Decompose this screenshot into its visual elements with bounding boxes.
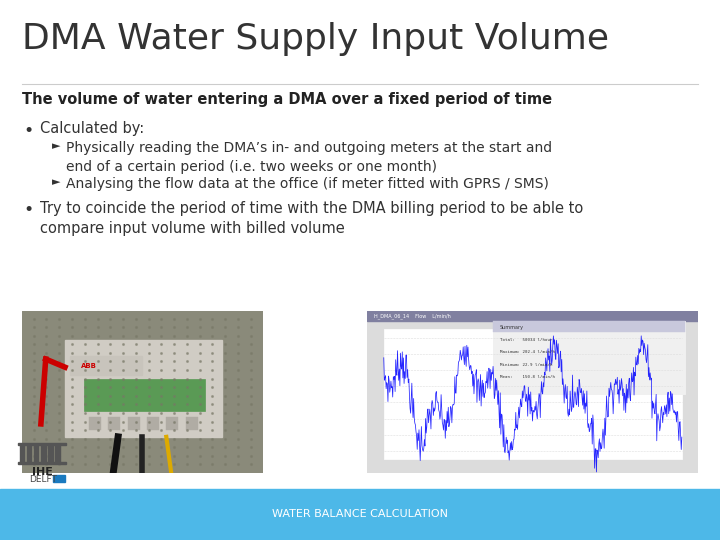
- Bar: [18, 443, 66, 445]
- Text: •: •: [24, 201, 34, 219]
- Bar: [34, 443, 38, 462]
- Text: IHE Institute for Water Education: IHE Institute for Water Education: [22, 489, 103, 494]
- Bar: [109, 417, 120, 430]
- Bar: [27, 443, 31, 462]
- Text: The volume of water entering a DMA over a fixed period of time: The volume of water entering a DMA over …: [22, 92, 552, 107]
- Text: Calculated by:: Calculated by:: [40, 122, 144, 137]
- Bar: [493, 321, 685, 332]
- Bar: [166, 417, 179, 430]
- Text: Try to coincide the period of time with the DMA billing period to be able to
com: Try to coincide the period of time with …: [40, 201, 583, 235]
- Text: DELFT: DELFT: [29, 475, 57, 484]
- Text: ABB: ABB: [81, 362, 97, 369]
- Text: Total:   50034 l/hour: Total: 50034 l/hour: [500, 338, 552, 342]
- Bar: [89, 417, 102, 430]
- Bar: [18, 462, 66, 464]
- Bar: [55, 443, 60, 462]
- Bar: [84, 379, 205, 411]
- Text: WATER BALANCE CALCULATION: WATER BALANCE CALCULATION: [272, 509, 448, 519]
- Text: IHE: IHE: [32, 467, 53, 477]
- Text: ►: ►: [52, 177, 60, 187]
- Bar: [147, 417, 159, 430]
- Text: Physically reading the DMA’s in- and outgoing meters at the start and
end of a c: Physically reading the DMA’s in- and out…: [66, 141, 552, 174]
- Text: Analysing the flow data at the office (if meter fitted with GPRS / SMS): Analysing the flow data at the office (i…: [66, 177, 549, 191]
- Bar: [53, 475, 65, 482]
- Bar: [186, 417, 198, 430]
- Bar: [493, 321, 685, 394]
- Text: ►: ►: [52, 141, 60, 152]
- Bar: [65, 340, 222, 437]
- Bar: [384, 329, 682, 459]
- Text: DMA Water Supply Input Volume: DMA Water Supply Input Volume: [22, 22, 608, 56]
- Bar: [48, 443, 53, 462]
- Bar: [70, 356, 142, 375]
- Bar: [41, 443, 45, 462]
- Text: H_DMA_06_14    Flow    L/min/h: H_DMA_06_14 Flow L/min/h: [374, 314, 451, 319]
- Text: Maximum: 202.4 l/min/h: Maximum: 202.4 l/min/h: [500, 350, 554, 354]
- Bar: [19, 443, 24, 462]
- Bar: [367, 310, 698, 321]
- Text: •: •: [24, 122, 34, 139]
- Text: Summary: Summary: [500, 325, 523, 330]
- Bar: [127, 417, 140, 430]
- Text: Minimum: 22.9 l/min/h: Minimum: 22.9 l/min/h: [500, 362, 552, 367]
- Text: Mean:    150.8 l/min/h: Mean: 150.8 l/min/h: [500, 375, 554, 379]
- Text: Boosting Effectiveness in
Water Operators' Partnerships: Boosting Effectiveness in Water Operator…: [600, 523, 689, 535]
- Text: BEWOP: BEWOP: [604, 496, 685, 515]
